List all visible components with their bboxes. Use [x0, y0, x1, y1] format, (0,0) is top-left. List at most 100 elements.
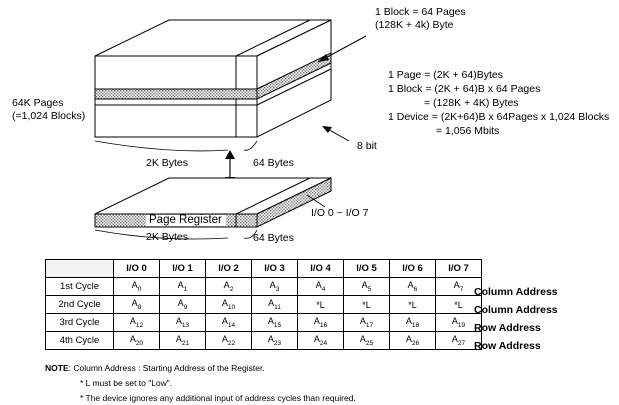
address-bit-cell: A6 [389, 277, 436, 296]
cycle-label: 4th Cycle [45, 331, 114, 350]
io-header: I/O 1 [159, 259, 206, 278]
top-spare-divider [235, 19, 311, 57]
address-bit-cell: A16 [297, 313, 344, 332]
address-bit-index: 13 [181, 321, 190, 329]
formula-block: 1 Block = (2K + 64)B x 64 Pages [388, 83, 541, 95]
address-bit-index: 14 [227, 321, 236, 329]
io-header: I/O 5 [343, 259, 390, 278]
page-band-side [256, 52, 332, 100]
address-bit-index: 20 [135, 339, 144, 347]
io-header: I/O 2 [205, 259, 252, 278]
block-boundary-side [256, 68, 332, 106]
address-bit-name: A [267, 334, 274, 345]
register-side-face [256, 177, 332, 228]
register-64-bytes-label: 64 Bytes [253, 232, 294, 244]
address-bit-name: A [223, 280, 230, 291]
address-bit-name: A [221, 334, 228, 345]
address-bit-index: 2 [229, 285, 234, 293]
note-text: : Column Address : Starting Address of t… [68, 363, 265, 373]
register-2k-bytes-label: 2K Bytes [146, 231, 189, 243]
io-header: I/O 7 [435, 259, 482, 278]
io-header: I/O 3 [251, 259, 298, 278]
address-bit-name: *L [316, 299, 325, 310]
row-address-type-label: Row Address [474, 340, 541, 352]
address-bit-cell: A9 [159, 295, 206, 314]
formula-block-result: = (128K + 4K) Bytes [424, 97, 519, 109]
address-bit-name: A [315, 280, 322, 291]
memory-block-box [94, 19, 332, 138]
page-register-slab [94, 177, 332, 228]
address-bit-name: A [131, 298, 138, 309]
register-label-box [146, 215, 226, 226]
address-bit-name: A [451, 334, 458, 345]
address-bit-name: A [177, 280, 184, 291]
pages-label-line1: 64K Pages [12, 97, 64, 109]
address-bit-cell: A10 [205, 295, 252, 314]
block-64-bytes-label: 64 Bytes [253, 157, 294, 169]
address-bit-name: A [268, 298, 275, 309]
page-band-front [94, 88, 258, 100]
address-bit-name: A [313, 316, 320, 327]
address-bit-cell: *L [297, 295, 344, 314]
address-bit-name: A [405, 334, 412, 345]
bit8-label: 8 bit [357, 140, 377, 152]
cycle-label: 1st Cycle [45, 277, 114, 296]
formula-device: 1 Device = (2K+64)B x 64Pages x 1,024 Bl… [388, 111, 610, 123]
address-bit-index: 21 [181, 339, 190, 347]
table-row: 3rd Cycle A12 A13 A14 A15 A16 A17 A18 A19 [45, 313, 482, 332]
note-item-ignore: * The device ignores any additional inpu… [80, 393, 356, 403]
address-bit-cell: A25 [343, 331, 390, 350]
table-row: 4th Cycle A20 A21 A22 A23 A24 A25 A26 A27 [45, 331, 482, 350]
address-bit-index: 17 [365, 321, 374, 329]
address-bit-name: *L [362, 299, 371, 310]
address-bit-cell: A26 [389, 331, 436, 350]
address-bit-name: A [129, 316, 136, 327]
io-header: I/O 6 [389, 259, 436, 278]
block-info-line2: (128K + 4k) Byte [375, 19, 454, 31]
address-bit-index: 24 [319, 339, 328, 347]
address-bit-index: 25 [365, 339, 374, 347]
address-bit-name: A [175, 334, 182, 345]
address-bit-index: 11 [274, 303, 281, 311]
address-bit-cell: A4 [297, 277, 344, 296]
address-bit-cell: A18 [389, 313, 436, 332]
address-bit-cell: A13 [159, 313, 206, 332]
address-bit-name: A [221, 298, 228, 309]
memory-array-diagram [94, 19, 367, 240]
address-bit-name: A [175, 316, 182, 327]
address-bit-index: 9 [183, 303, 188, 311]
address-bit-index: 26 [411, 339, 420, 347]
address-bit-name: A [313, 334, 320, 345]
io-header: I/O 4 [297, 259, 344, 278]
address-bit-cell: A8 [113, 295, 160, 314]
address-bit-index: 23 [273, 339, 282, 347]
table-corner-cell [45, 259, 114, 278]
address-bit-cell: A1 [159, 277, 206, 296]
address-bit-cell: A19 [435, 313, 482, 332]
address-bit-cell: A23 [251, 331, 298, 350]
block-2k-bytes-label: 2K Bytes [146, 157, 189, 169]
address-bit-cell: A20 [113, 331, 160, 350]
address-bit-name: A [359, 334, 366, 345]
page-register-label: Page Register [149, 214, 222, 226]
table-row: 1st Cycle A0 A1 A2 A3 A4 A5 A6 A7 [45, 277, 482, 296]
address-bit-name: A [407, 280, 414, 291]
address-bit-index: 27 [457, 339, 466, 347]
address-bit-cell: A22 [205, 331, 252, 350]
address-bit-cell: A17 [343, 313, 390, 332]
address-bit-cell: *L [343, 295, 390, 314]
note-title: NOTE [45, 363, 69, 373]
address-bit-name: A [269, 280, 276, 291]
cycle-label: 2nd Cycle [45, 295, 114, 314]
address-bit-cell: A14 [205, 313, 252, 332]
address-bit-index: 18 [411, 321, 420, 329]
address-bit-name: *L [408, 299, 417, 310]
io-pointer-line [306, 194, 326, 208]
address-bit-index: 10 [227, 303, 236, 311]
block-info-arrow-head [318, 54, 329, 62]
register-top-divider [235, 177, 311, 215]
address-bit-name: A [405, 316, 412, 327]
row-address-type-label: Column Address [474, 304, 558, 316]
address-bit-index: 15 [273, 321, 282, 329]
address-bit-name: A [177, 298, 184, 309]
